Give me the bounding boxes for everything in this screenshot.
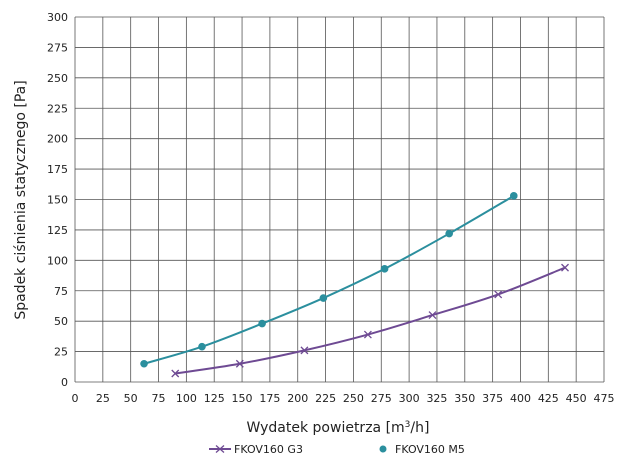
y-tick-label-100: 100 <box>47 254 68 267</box>
x-tick-label-75: 75 <box>152 392 166 405</box>
x-tick-label-350: 350 <box>454 392 475 405</box>
data-point-fkov160-g3-1 <box>171 369 180 378</box>
data-point-fkov160-m5-4 <box>319 294 328 302</box>
y-tick-label-25: 25 <box>54 346 68 359</box>
y-tick-label-125: 125 <box>47 224 68 237</box>
x-tick-label-225: 225 <box>315 392 336 405</box>
x-tick-label-125: 125 <box>204 392 225 405</box>
y-tick-label-225: 225 <box>47 102 68 115</box>
data-point-fkov160-g3-6 <box>494 290 503 299</box>
x-tick-label-300: 300 <box>399 392 420 405</box>
data-point-fkov160-g3-4 <box>363 330 372 339</box>
data-point-fkov160-m5-1 <box>140 359 148 368</box>
y-axis-ticks: 0 25 50 75 100 125 150 175 200 225 250 275 300 <box>47 11 68 389</box>
x-tick-label-425: 425 <box>538 392 559 405</box>
x-axis-ticks: 0 25 50 75 100 125 150 175 200 225 250 275 300 325 350… <box>72 392 615 405</box>
legend-item-fkov160-m5: FKOV160 M5 <box>379 443 465 455</box>
y-tick-label-300: 300 <box>47 11 68 24</box>
x-tick-label-150: 150 <box>232 392 253 405</box>
x-axis-title-tail: /h] <box>410 420 429 436</box>
data-point-fkov160-g3-7 <box>561 263 569 272</box>
data-point-fkov160-g3-3 <box>300 346 309 355</box>
legend: FKOV160 G3 FKOV160 M5 <box>209 443 465 455</box>
x-axis-title: Wydatek powietrza [m3/h] <box>247 420 430 436</box>
y-tick-label-75: 75 <box>54 285 68 298</box>
x-tick-label-200: 200 <box>287 392 308 405</box>
legend-x-marker-g3 <box>215 445 225 453</box>
data-point-fkov160-g3-2 <box>235 359 244 368</box>
y-tick-label-250: 250 <box>47 72 68 85</box>
x-tick-label-275: 275 <box>371 392 392 405</box>
y-tick-label-200: 200 <box>47 133 68 146</box>
legend-marker-m5 <box>379 445 387 453</box>
series-line-fkov160-m5 <box>143 194 515 365</box>
x-tick-label-450: 450 <box>566 392 587 405</box>
data-series <box>140 192 569 378</box>
x-tick-label-175: 175 <box>259 392 280 405</box>
series-line-fkov160-g3 <box>175 266 566 375</box>
x-tick-label-325: 325 <box>426 392 447 405</box>
x-tick-label-25: 25 <box>96 392 110 405</box>
data-point-fkov160-m5-6 <box>445 229 453 238</box>
y-axis-title: Spadek ciśnienia statycznego [Pa] <box>13 80 29 319</box>
data-point-fkov160-m5-2 <box>198 342 206 351</box>
data-point-fkov160-m5-7 <box>509 192 518 200</box>
x-tick-label-250: 250 <box>343 392 364 405</box>
x-tick-label-375: 375 <box>482 392 503 405</box>
x-tick-label-0: 0 <box>72 392 79 405</box>
y-tick-label-150: 150 <box>47 194 68 207</box>
x-tick-label-100: 100 <box>176 392 197 405</box>
x-tick-label-50: 50 <box>124 392 138 405</box>
x-tick-label-400: 400 <box>510 392 531 405</box>
y-tick-label-50: 50 <box>54 315 68 328</box>
data-point-fkov160-g3-5 <box>428 311 437 320</box>
y-tick-label-175: 175 <box>47 163 68 176</box>
y-tick-label-275: 275 <box>47 41 68 54</box>
y-tick-label-0: 0 <box>61 376 68 389</box>
x-axis-title-main: Wydatek powietrza [m <box>247 420 405 436</box>
legend-item-fkov160-g3: FKOV160 G3 <box>209 443 303 455</box>
x-axis-title-superscript: 3 <box>405 420 411 430</box>
legend-label-m5: FKOV160 M5 <box>395 443 465 455</box>
x-tick-label-475: 475 <box>594 392 615 405</box>
legend-label-g3: FKOV160 G3 <box>234 443 303 455</box>
data-point-fkov160-m5-5 <box>380 265 389 273</box>
grid-lines <box>74 16 605 383</box>
data-point-fkov160-m5-3 <box>258 319 266 328</box>
